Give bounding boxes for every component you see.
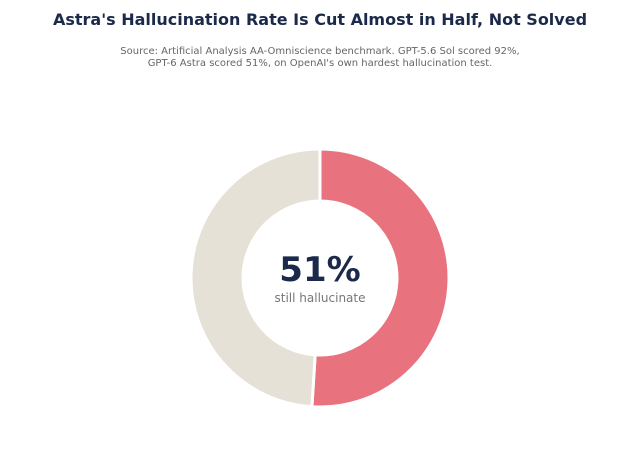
subtitle-line-2: GPT-6 Astra scored 51%, on OpenAI's own … bbox=[147, 58, 493, 69]
chart-subtitle: Source: Artificial Analysis AA-Omniscien… bbox=[0, 46, 640, 70]
slice-hallucinate bbox=[310, 147, 451, 409]
center-value: 51% bbox=[279, 250, 360, 290]
center-caption: still hallucinate bbox=[275, 291, 366, 305]
subtitle-line-1: Source: Artificial Analysis AA-Omniscien… bbox=[120, 46, 520, 57]
chart-title: Astra's Hallucination Rate Is Cut Almost… bbox=[52, 10, 588, 29]
slice-remainder bbox=[189, 147, 322, 409]
donut-slices bbox=[189, 147, 451, 409]
